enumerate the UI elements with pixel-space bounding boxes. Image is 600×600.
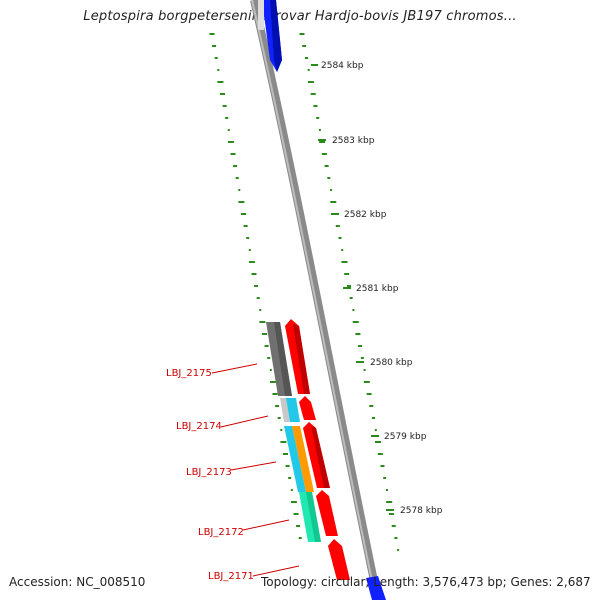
- gene-arrow-blue-top-shade: [270, 0, 282, 72]
- gene-grey-light: [280, 398, 290, 422]
- gene-label-leader: [220, 415, 269, 428]
- gene-red-5: [328, 539, 350, 580]
- gene-label[interactable]: LBJ_2175: [166, 368, 212, 379]
- gene-label-leader: [211, 363, 258, 374]
- gene-label[interactable]: LBJ_2171: [208, 571, 254, 582]
- gene-label[interactable]: LBJ_2173: [186, 467, 232, 478]
- scale-tick-label: 2581 kbp: [356, 284, 399, 294]
- gene-red-4: [316, 490, 338, 536]
- gene-arrow-blue-bottom: [366, 576, 386, 600]
- gene-cyan-1: [286, 398, 300, 422]
- gene-label-leader: [230, 461, 277, 471]
- gene-red-2: [299, 396, 316, 420]
- scale-tick-label: 2579 kbp: [384, 432, 427, 442]
- gene-red-3-shade: [311, 426, 330, 488]
- scale-tick-label: 2584 kbp: [321, 61, 364, 71]
- topology-stats-text: Topology: circular; Length: 3,576,473 bp…: [261, 575, 591, 589]
- gene-labels: LBJ_2175 LBJ_2174 LBJ_2173 LBJ_2172 LBJ_…: [166, 363, 300, 582]
- backbone-track: [250, 0, 382, 600]
- scale-tick-label: 2580 kbp: [370, 358, 413, 368]
- gene-red-1-shade: [293, 324, 310, 394]
- gene-label-leader: [252, 565, 300, 577]
- gene-grey-reverse-shade: [274, 322, 292, 396]
- gc-skew-left: [209, 33, 302, 539]
- scale-ticks: 2584 kbp 2583 kbp 2582 kbp 2581 kbp 2580…: [311, 61, 443, 516]
- gene-label[interactable]: LBJ_2174: [176, 421, 222, 432]
- gene-label[interactable]: LBJ_2172: [198, 527, 244, 538]
- accession-text: Accession: NC_008510: [9, 575, 146, 589]
- gene-label-leader: [242, 519, 290, 531]
- scale-tick-label: 2583 kbp: [332, 136, 375, 146]
- gene-cyan-2: [284, 426, 306, 492]
- gc-skew-right: [299, 33, 400, 551]
- gene-orange: [292, 426, 314, 492]
- scale-tick-label: 2578 kbp: [400, 506, 443, 516]
- gene-teal-shade: [306, 492, 321, 542]
- gene-blue-top-cap: [258, 0, 264, 30]
- map-title: Leptospira borgpetersenii serovar Hardjo…: [83, 9, 517, 24]
- backbone-highlight: [251, 0, 377, 600]
- scale-tick-label: 2582 kbp: [344, 210, 387, 220]
